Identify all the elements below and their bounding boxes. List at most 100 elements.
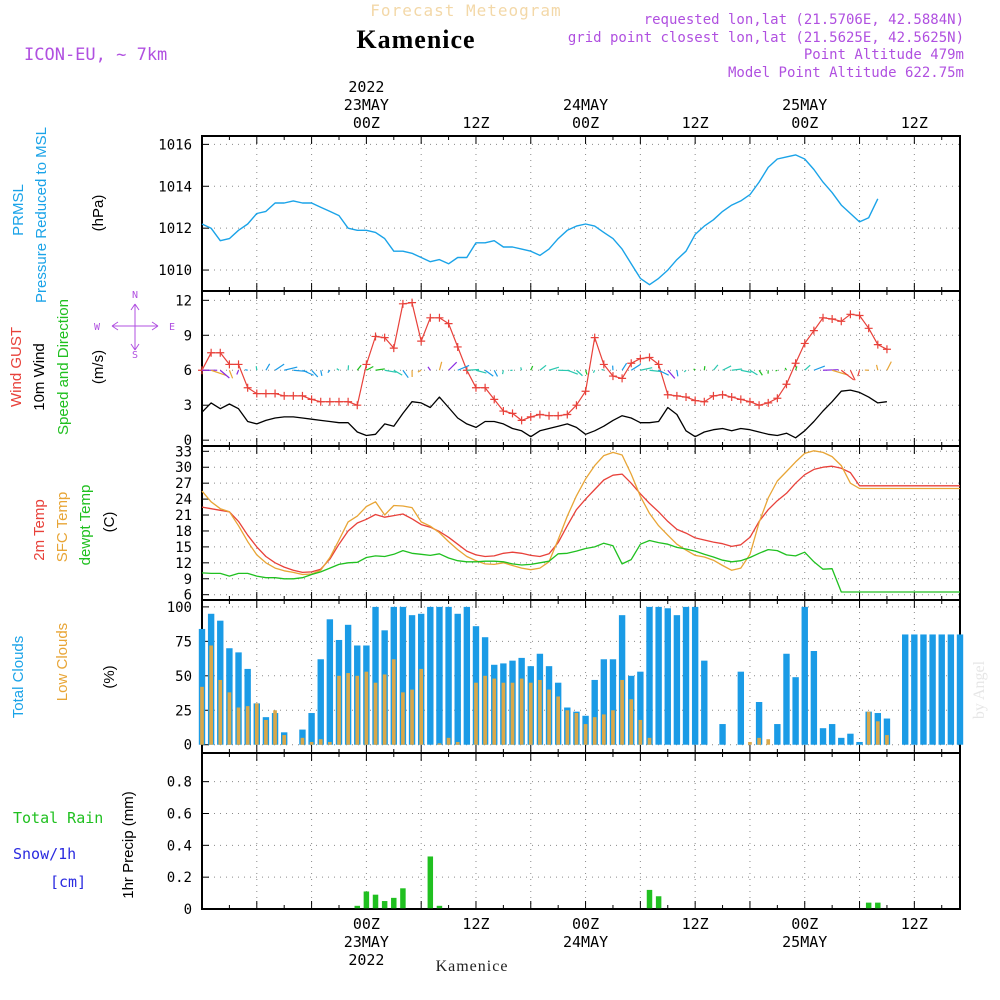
point-altitude: Point Altitude 479m [804,47,964,63]
total-cloud-bar [408,615,416,745]
wind-direction-arrow [683,369,687,373]
wind-direction-arrow [584,370,588,375]
low-cloud-bar [254,703,259,745]
low-cloud-bar [592,717,597,745]
rain-bar [646,889,653,909]
wind-direction-arrow [219,369,230,379]
wind-direction-arrow [501,370,504,375]
y-tick-label: 9 [184,328,192,344]
gust-marker [426,313,435,322]
wind-direction-arrow [722,365,732,371]
rain-bar [865,902,872,909]
wind-direction-arrow [356,364,362,371]
gust-marker [280,391,289,400]
total-cloud-bar [445,606,452,745]
location-title: Kamenice [356,25,475,54]
cloud-unit: (%) [101,665,118,688]
low-cloud-bar [611,710,615,745]
low-cloud-bar [355,675,360,745]
total-cloud-bar [792,677,799,745]
cloud-label-total: Total Clouds [10,636,27,719]
gust-marker [207,348,216,357]
total-cloud-bar [801,606,808,745]
gust-marker [855,311,864,320]
time-label-top: 00Z [353,114,380,132]
y-tick-label: 1016 [158,137,192,153]
wind-direction-arrow [703,366,706,371]
wind-direction-arrow [245,369,248,371]
gust-marker [453,342,462,351]
y-tick-label: 6 [184,588,192,604]
wind-direction-arrow [520,367,523,371]
gust-marker [727,393,736,402]
dewpt-line [201,539,960,593]
total-cloud-bar [308,713,315,745]
gust-marker [298,391,307,400]
time-label-bottom: 24MAY [563,933,608,951]
gust-marker [334,397,343,406]
gust-marker [252,389,261,398]
total-cloud-bar [856,741,863,745]
total-cloud-bar [810,651,818,745]
wind-direction-arrow [758,369,763,376]
wind-direction-arrow [402,369,409,379]
rain-bar [354,905,360,909]
cloud-panel-labels: Total Clouds Low Clouds (%) [10,623,118,718]
low-cloud-bar [200,686,204,745]
gust-marker [819,313,828,322]
low-cloud-bar [583,724,588,745]
total-cloud-bar [902,634,909,745]
low-cloud-bar [574,713,579,745]
wind-panel: 0 3 6 9 12 [175,290,961,449]
gust-marker [243,383,252,392]
rain-bar [875,902,881,909]
temp-label-sfc: SFC Temp [54,492,71,563]
total-cloud-bar [774,724,781,745]
time-label-bottom: 00Z [791,915,818,933]
low-cloud-bar [300,737,305,745]
time-label-bottom: 25MAY [782,933,827,951]
wind-label-gust: Wind GUST [8,327,25,407]
compass-east: E [169,322,175,333]
low-cloud-bar [757,737,761,745]
low-cloud-bar [245,706,250,745]
wind-direction-arrow [886,361,892,371]
gust-marker [289,391,298,400]
y-tick-label: 27 [175,476,192,492]
time-label-top: 00Z [791,114,818,132]
low-cloud-bar [866,711,871,745]
total-cloud-bar [819,728,827,745]
rain-bar [381,901,388,909]
total-cloud-bar [828,724,836,745]
gust-marker [636,354,645,363]
wind-direction-arrow [630,363,642,371]
gust-marker [663,390,672,399]
total-cloud-bar [737,671,745,745]
wind-direction-arrow [210,369,227,377]
y-tick-label: 6 [184,363,192,379]
low-cloud-bar [556,696,560,745]
total-cloud-bar [838,737,845,745]
gust-marker [517,416,526,425]
wind-direction-arrow [822,369,839,371]
wind-direction-arrow [875,364,879,371]
gust-marker [490,395,499,404]
low-cloud-bar [602,714,606,745]
low-cloud-bar [419,668,424,745]
gust-marker [362,360,371,369]
gust-marker [709,391,718,400]
temp-label-dewpt: dewpt Temp [77,485,94,566]
gust-marker [837,317,846,326]
panel-frame [201,445,961,601]
rain-bar [363,891,370,909]
low-cloud-bar [538,679,542,745]
super-title: Forecast Meteogram [370,1,561,20]
credit-watermark: by Angel [971,660,988,719]
wind-direction-arrow [417,369,422,373]
low-cloud-bar [209,645,213,745]
y-tick-label: 1014 [158,179,192,195]
gust-marker [882,345,891,354]
